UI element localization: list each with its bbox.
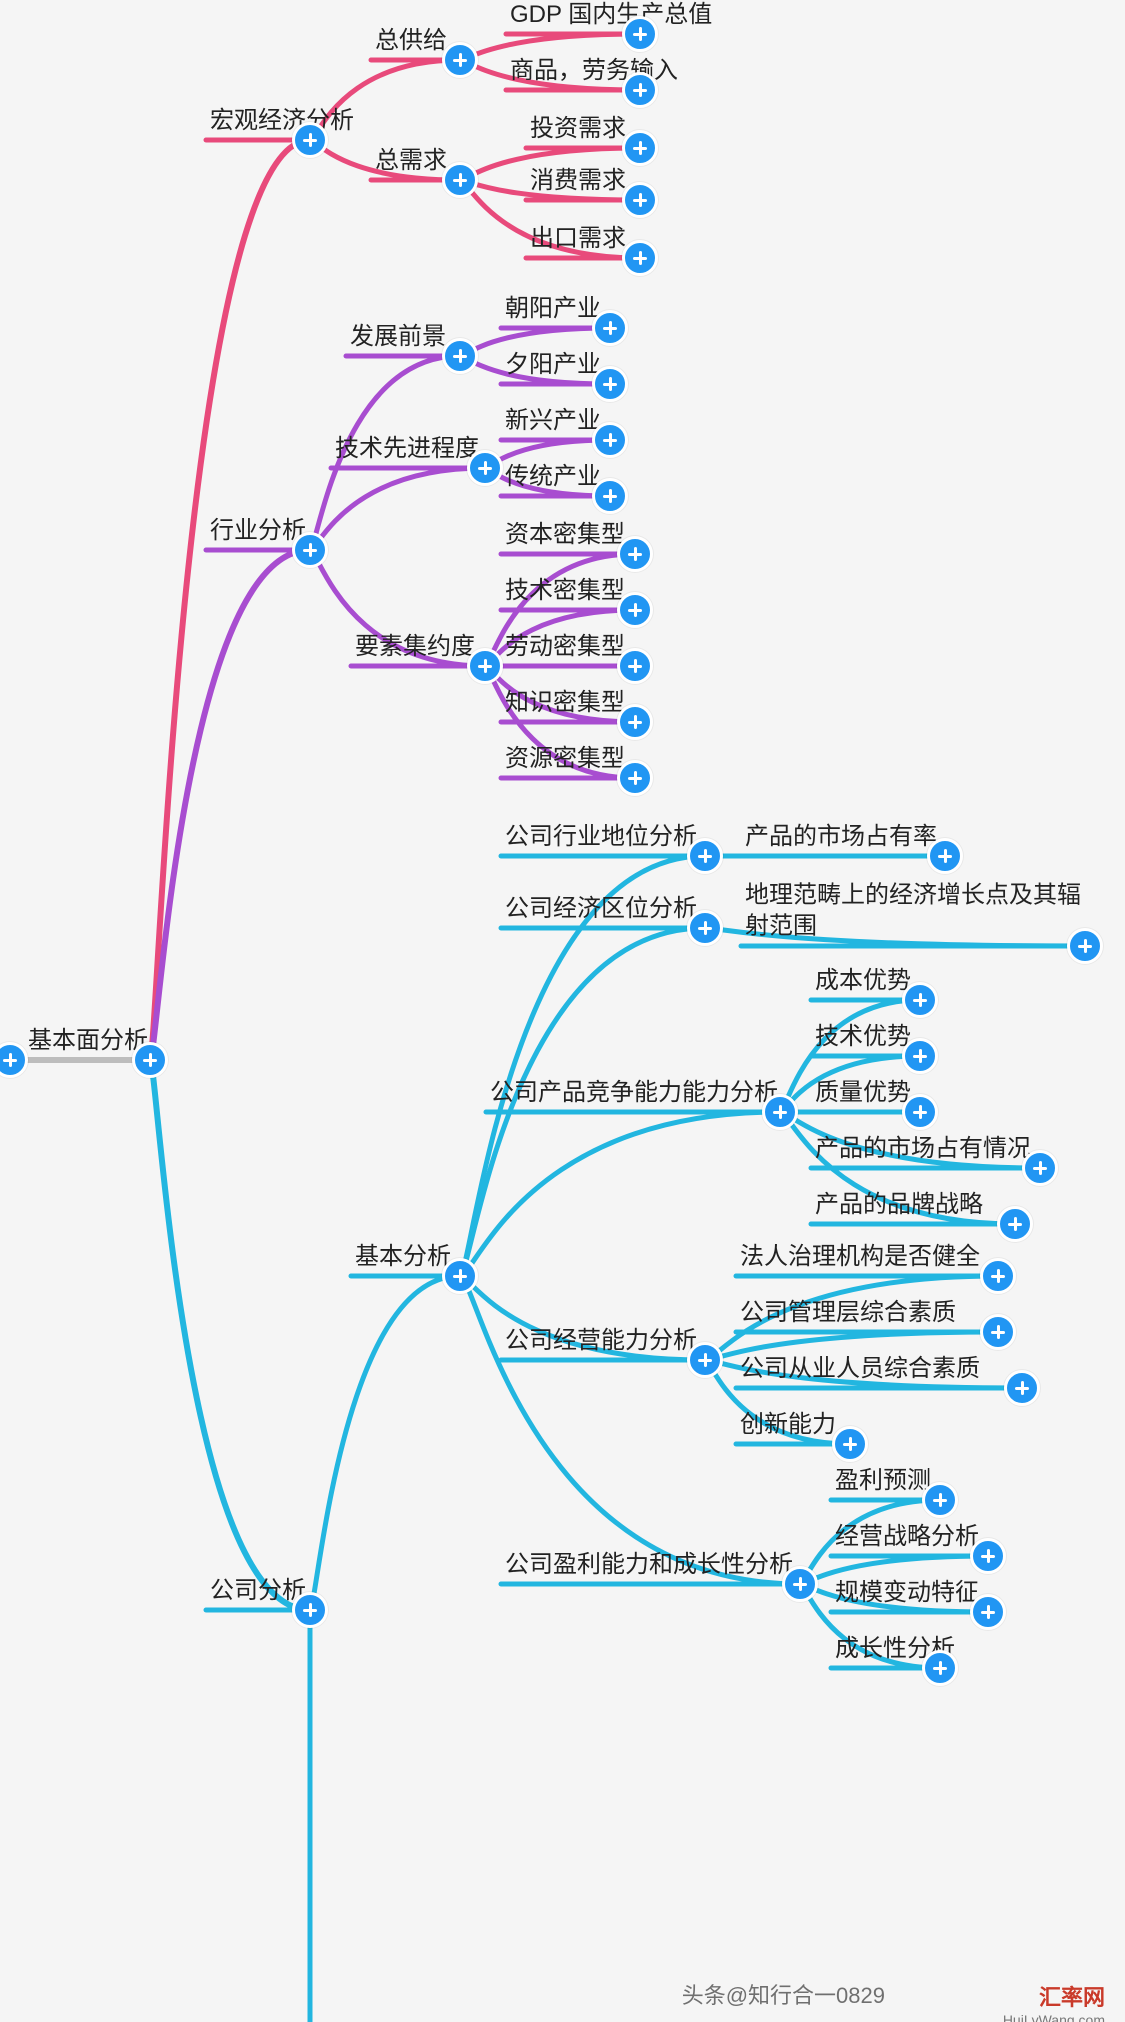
node-label: 公司管理层综合素质 — [740, 1297, 956, 1332]
expand-icon[interactable] — [442, 162, 478, 198]
edge — [460, 1112, 780, 1276]
node-label: 总需求 — [375, 145, 447, 180]
node-label: 新兴产业 — [505, 405, 601, 440]
node-label: 技术优势 — [815, 1021, 911, 1056]
edge — [310, 1276, 460, 1610]
expand-icon[interactable] — [832, 1426, 868, 1462]
edge — [150, 1060, 310, 1610]
node-label: 质量优势 — [815, 1077, 911, 1112]
expand-icon[interactable] — [592, 366, 628, 402]
expand-icon[interactable] — [622, 182, 658, 218]
node-label: 总供给 — [375, 25, 447, 60]
expand-icon[interactable] — [970, 1594, 1006, 1630]
expand-icon[interactable] — [1022, 1150, 1058, 1186]
expand-icon[interactable] — [442, 338, 478, 374]
node-label: 资源密集型 — [505, 743, 625, 778]
node-label: 发展前景 — [350, 321, 446, 356]
expand-icon[interactable] — [617, 536, 653, 572]
expand-icon[interactable] — [132, 1042, 168, 1078]
node-label: 地理范畴上的经济增长点及其辐射范围 — [745, 880, 1085, 946]
node-label: 公司产品竞争能力能力分析 — [490, 1077, 778, 1112]
expand-icon[interactable] — [467, 648, 503, 684]
node-label: 产品的品牌战略 — [815, 1189, 983, 1224]
node-label: 知识密集型 — [505, 687, 625, 722]
expand-icon[interactable] — [292, 1592, 328, 1628]
node-label: 技术先进程度 — [335, 433, 479, 468]
expand-icon[interactable] — [292, 532, 328, 568]
node-label: 公司经营能力分析 — [505, 1325, 697, 1360]
expand-icon[interactable] — [902, 982, 938, 1018]
node-label: 产品的市场占有率 — [745, 821, 937, 856]
node-label: 传统产业 — [505, 461, 601, 496]
node-label: 技术密集型 — [505, 575, 625, 610]
expand-icon[interactable] — [980, 1314, 1016, 1350]
node-label: 朝阳产业 — [505, 293, 601, 328]
node-label: 基本分析 — [355, 1241, 451, 1276]
watermark-url: HuiLvWang.com — [1003, 2012, 1105, 2022]
node-label: 公司从业人员综合素质 — [740, 1353, 980, 1388]
node-label: 公司经济区位分析 — [505, 893, 697, 928]
expand-icon[interactable] — [617, 760, 653, 796]
node-label: 基本面分析 — [28, 1025, 148, 1060]
node-label: 要素集约度 — [355, 631, 475, 666]
expand-icon[interactable] — [782, 1566, 818, 1602]
watermark-author: 头条@知行合一0829 — [682, 1978, 885, 2010]
expand-icon[interactable] — [970, 1538, 1006, 1574]
expand-icon[interactable] — [927, 838, 963, 874]
expand-icon[interactable] — [292, 122, 328, 158]
expand-icon[interactable] — [622, 72, 658, 108]
expand-icon[interactable] — [902, 1038, 938, 1074]
node-label: 投资需求 — [530, 113, 626, 148]
expand-icon[interactable] — [592, 478, 628, 514]
node-label: 成本优势 — [815, 965, 911, 1000]
expand-icon[interactable] — [762, 1094, 798, 1130]
node-label: 宏观经济分析 — [210, 105, 354, 140]
node-label: 规模变动特征 — [835, 1577, 979, 1612]
node-label: 创新能力 — [740, 1409, 836, 1444]
expand-icon[interactable] — [902, 1094, 938, 1130]
node-label: 资本密集型 — [505, 519, 625, 554]
node-label: 消费需求 — [530, 165, 626, 200]
expand-icon[interactable] — [1067, 928, 1103, 964]
expand-icon[interactable] — [467, 450, 503, 486]
expand-icon[interactable] — [617, 592, 653, 628]
expand-icon[interactable] — [997, 1206, 1033, 1242]
expand-icon[interactable] — [617, 648, 653, 684]
expand-icon[interactable] — [592, 422, 628, 458]
node-label: 公司行业地位分析 — [505, 821, 697, 856]
expand-icon[interactable] — [1004, 1370, 1040, 1406]
node-label: 法人治理机构是否健全 — [740, 1241, 980, 1276]
expand-icon[interactable] — [592, 310, 628, 346]
expand-icon[interactable] — [922, 1650, 958, 1686]
expand-icon[interactable] — [617, 704, 653, 740]
edge — [150, 550, 310, 1060]
node-label: GDP 国内生产总值 — [510, 0, 712, 34]
expand-icon[interactable] — [687, 910, 723, 946]
edge — [150, 140, 310, 1060]
expand-icon[interactable] — [922, 1482, 958, 1518]
expand-icon[interactable] — [622, 130, 658, 166]
node-label: 劳动密集型 — [505, 631, 625, 666]
edge — [310, 468, 485, 550]
node-label: 出口需求 — [530, 223, 626, 258]
watermark-brand: 汇率网 — [1039, 1980, 1105, 2012]
node-label: 盈利预测 — [835, 1465, 931, 1500]
node-label: 经营战略分析 — [835, 1521, 979, 1556]
expand-icon[interactable] — [622, 240, 658, 276]
expand-icon[interactable] — [622, 16, 658, 52]
expand-icon[interactable] — [687, 1342, 723, 1378]
node-label: 产品的市场占有情况 — [815, 1133, 1031, 1168]
expand-icon[interactable] — [442, 42, 478, 78]
node-label: 公司盈利能力和成长性分析 — [505, 1549, 793, 1584]
expand-icon[interactable] — [980, 1258, 1016, 1294]
expand-icon[interactable] — [687, 838, 723, 874]
node-label: 夕阳产业 — [505, 349, 601, 384]
expand-icon[interactable] — [442, 1258, 478, 1294]
